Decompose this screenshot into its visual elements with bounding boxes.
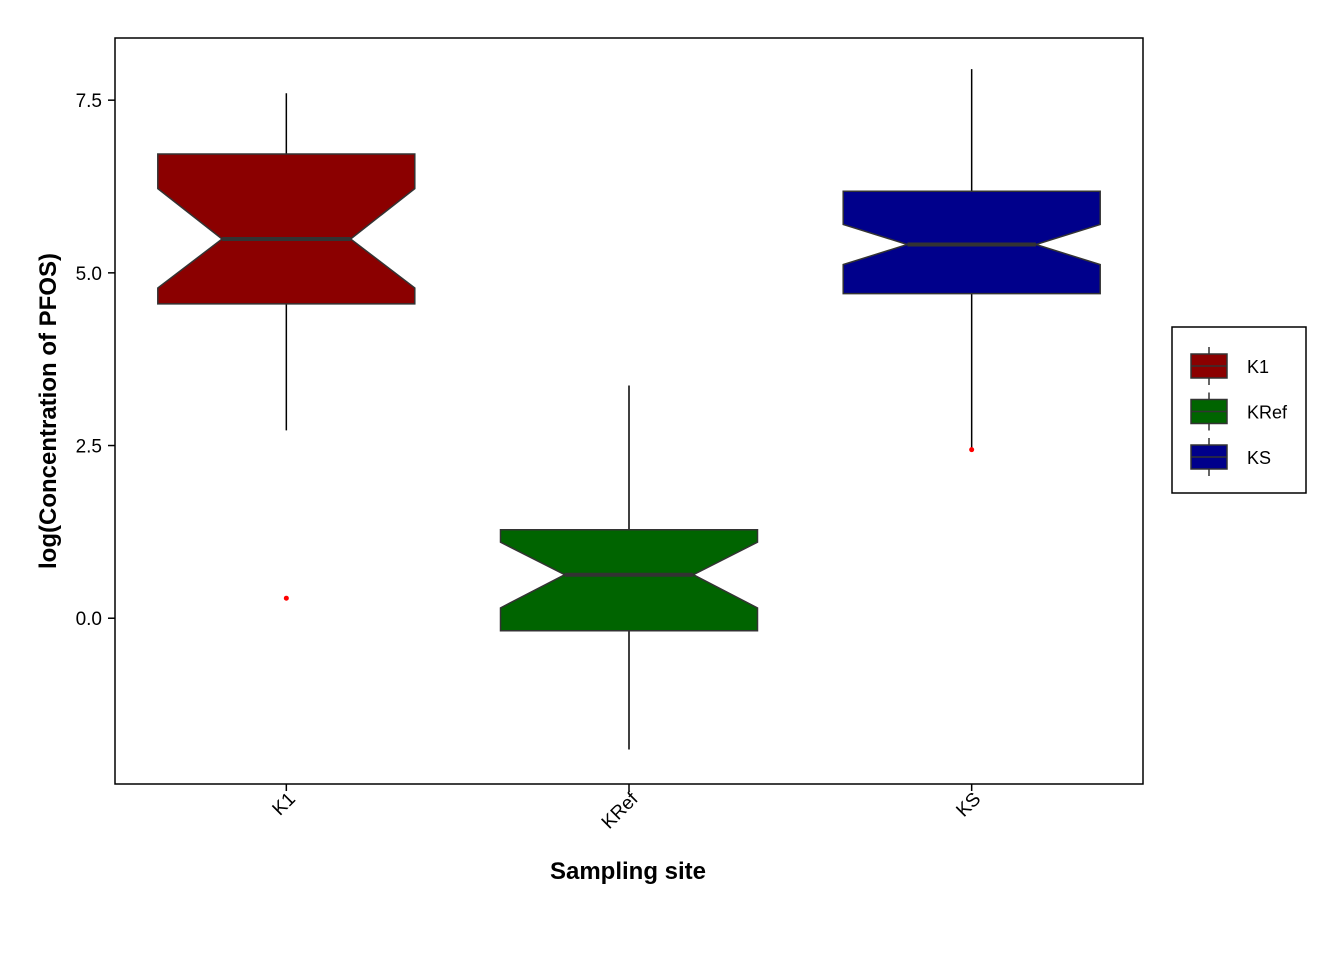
x-axis-title: Sampling site bbox=[550, 858, 706, 885]
x-tick-label: KRef bbox=[598, 788, 643, 833]
x-axis: K1 KRef KS bbox=[269, 784, 985, 833]
outlier-k1 bbox=[283, 595, 289, 601]
y-axis-title: log(Concentration of PFOS) bbox=[35, 253, 62, 569]
x-tick-label: KS bbox=[952, 789, 985, 822]
box-ks bbox=[842, 190, 1101, 295]
legend-label-ks: KS bbox=[1247, 448, 1271, 468]
legend-label-k1: K1 bbox=[1247, 357, 1269, 377]
y-tick-label: 5.0 bbox=[76, 264, 102, 285]
box-kref bbox=[499, 529, 759, 632]
x-tick-label: K1 bbox=[269, 789, 300, 820]
boxes-layer bbox=[157, 69, 1101, 750]
y-tick-label: 2.5 bbox=[76, 437, 102, 458]
legend: K1 KRef KS bbox=[1171, 326, 1307, 494]
y-tick-label: 7.5 bbox=[76, 91, 102, 112]
y-axis: 0.0 2.5 5.0 7.5 bbox=[76, 91, 115, 630]
y-tick-label: 0.0 bbox=[76, 609, 102, 630]
legend-label-kref: KRef bbox=[1247, 403, 1288, 423]
outlier-ks bbox=[969, 447, 975, 453]
box-k1 bbox=[157, 153, 416, 305]
